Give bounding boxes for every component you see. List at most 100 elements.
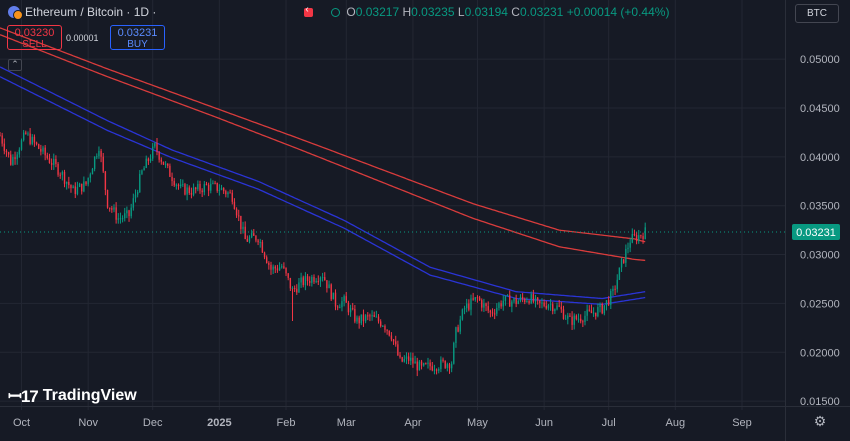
candle-body: [455, 327, 457, 343]
candle-body: [35, 142, 38, 145]
candle-body: [302, 277, 304, 286]
candle-body: [272, 266, 274, 270]
candle-body: [326, 280, 328, 289]
candle-body: [341, 301, 343, 308]
candle-body: [390, 335, 393, 340]
candle-body: [601, 303, 603, 314]
candle-body: [500, 303, 502, 307]
candle-body: [556, 305, 558, 310]
candle-body: [96, 156, 98, 158]
candle-body: [44, 147, 46, 156]
candle-body: [450, 363, 453, 369]
candle-body: [70, 185, 72, 189]
candle-body: [360, 314, 363, 324]
sell-button[interactable]: 0.03230 SELL: [7, 25, 62, 50]
candle-body: [12, 157, 14, 165]
candle-body: [595, 312, 597, 317]
candle-body: [524, 298, 526, 302]
candle-body: [463, 308, 466, 310]
candle-body: [444, 360, 446, 368]
y-tick-label: 0.03500: [800, 201, 840, 213]
candle-body: [610, 290, 612, 305]
candle-body: [633, 233, 636, 236]
candle-body: [40, 148, 42, 152]
candle-body: [352, 308, 354, 310]
x-tick-label: Feb: [277, 417, 296, 429]
candle-body: [231, 192, 233, 202]
candle-body: [278, 267, 281, 271]
candle-body: [25, 132, 27, 134]
candle-body: [313, 276, 315, 282]
candle-body: [240, 215, 242, 230]
candle-body: [311, 276, 313, 283]
candle-body: [526, 301, 528, 303]
candle-body: [139, 173, 141, 193]
candle-body: [263, 252, 266, 258]
candle-body: [422, 363, 425, 366]
candle-body: [141, 170, 143, 174]
candle-body: [405, 356, 408, 359]
candle-body: [521, 297, 524, 299]
candle-body: [562, 309, 565, 319]
candle-body: [207, 184, 210, 191]
candle-body: [485, 303, 487, 307]
flag-icon[interactable]: [304, 4, 314, 17]
candle-body: [465, 303, 468, 309]
candle-body: [104, 171, 107, 190]
candle-body: [113, 207, 115, 210]
y-tick-label: 0.05000: [800, 54, 840, 66]
candle-body: [108, 207, 111, 209]
candle-body: [644, 227, 646, 240]
candle-body: [399, 355, 401, 358]
candle-body: [147, 158, 150, 162]
candle-body: [356, 317, 358, 322]
candle-body: [222, 188, 225, 192]
candle-body: [498, 303, 500, 308]
x-tick-label: Jul: [602, 417, 616, 429]
candle-body: [261, 241, 264, 253]
candle-body: [349, 308, 352, 313]
candle-body: [416, 361, 418, 371]
candle-body: [72, 186, 74, 189]
candle-body: [530, 294, 532, 304]
candle-body: [128, 210, 130, 217]
candle-body: [177, 184, 180, 187]
x-tick-label: Jun: [535, 417, 553, 429]
candle-body: [618, 267, 621, 280]
candle-body: [229, 192, 231, 194]
candle-body: [582, 321, 584, 323]
candle-body: [134, 194, 137, 199]
candle-body: [270, 264, 272, 270]
y-tick-label: 0.04500: [800, 103, 840, 115]
candle-body: [599, 303, 601, 308]
candle-body: [369, 315, 371, 317]
candle-body: [192, 187, 195, 195]
candle-body: [442, 359, 444, 361]
candle-body: [489, 310, 492, 313]
candle-body: [418, 361, 421, 371]
candle-body: [287, 273, 289, 278]
candle-body: [612, 288, 614, 291]
candle-body: [640, 235, 642, 237]
settings-gear-icon[interactable]: ⚙: [813, 413, 827, 429]
candle-body: [29, 133, 31, 144]
candle-body: [564, 318, 567, 320]
sell-label: SELL: [22, 39, 47, 50]
symbol-title[interactable]: Ethereum / Bitcoin · 1D ·: [25, 5, 157, 19]
candle-body: [10, 154, 12, 165]
candle-body: [483, 303, 485, 308]
candle-body: [143, 167, 145, 171]
collapse-caret-icon[interactable]: ⌃: [8, 59, 22, 71]
currency-button[interactable]: BTC: [795, 4, 839, 23]
candle-body: [549, 304, 552, 306]
candle-body: [324, 277, 326, 281]
candle-body: [509, 295, 511, 307]
candle-body: [227, 192, 229, 195]
ma-red-upper-line: [0, 27, 646, 243]
buy-button[interactable]: 0.03231 BUY: [110, 25, 165, 50]
y-tick-label: 0.02000: [800, 347, 840, 359]
candle-body: [248, 237, 251, 242]
candle-body: [132, 198, 135, 208]
candle-body: [496, 307, 498, 314]
